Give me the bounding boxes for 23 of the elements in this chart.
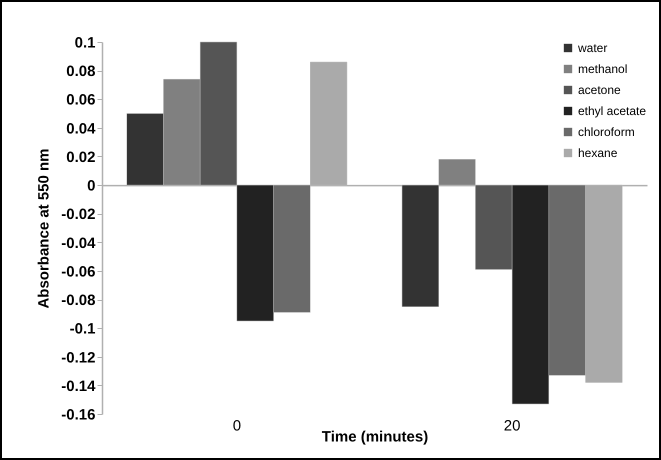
y-tick-label: -0.1 (70, 320, 96, 338)
legend-label: hexane (578, 146, 618, 160)
legend-label: ethyl acetate (578, 104, 646, 118)
y-tick-label: -0.08 (61, 292, 96, 310)
y-tick-label: 0.1 (74, 34, 96, 52)
y-tick-label: -0.02 (61, 206, 96, 224)
y-tick-label: 0.02 (66, 148, 96, 166)
legend-label: acetone (578, 83, 622, 97)
y-tick-label: 0.06 (66, 92, 96, 109)
y-tick-label: -0.14 (61, 378, 96, 395)
y-tick-label: 0.08 (66, 63, 96, 80)
x-tick-label: 20 (504, 418, 520, 434)
y-tick-label: 0 (87, 178, 96, 195)
legend-label: water (577, 41, 608, 55)
x-axis-title: Time (minutes) (322, 428, 428, 446)
y-tick-label: -0.06 (61, 263, 96, 280)
y-tick-label: -0.04 (61, 234, 96, 252)
y-tick-label: 0.04 (66, 120, 96, 138)
y-tick-label: -0.16 (61, 406, 96, 424)
legend-label: chloroform (578, 125, 635, 139)
y-tick-label: -0.12 (61, 349, 96, 366)
legend-label: methanol (578, 62, 628, 76)
y-axis-title: Absorbance at 550 nm (35, 148, 52, 309)
